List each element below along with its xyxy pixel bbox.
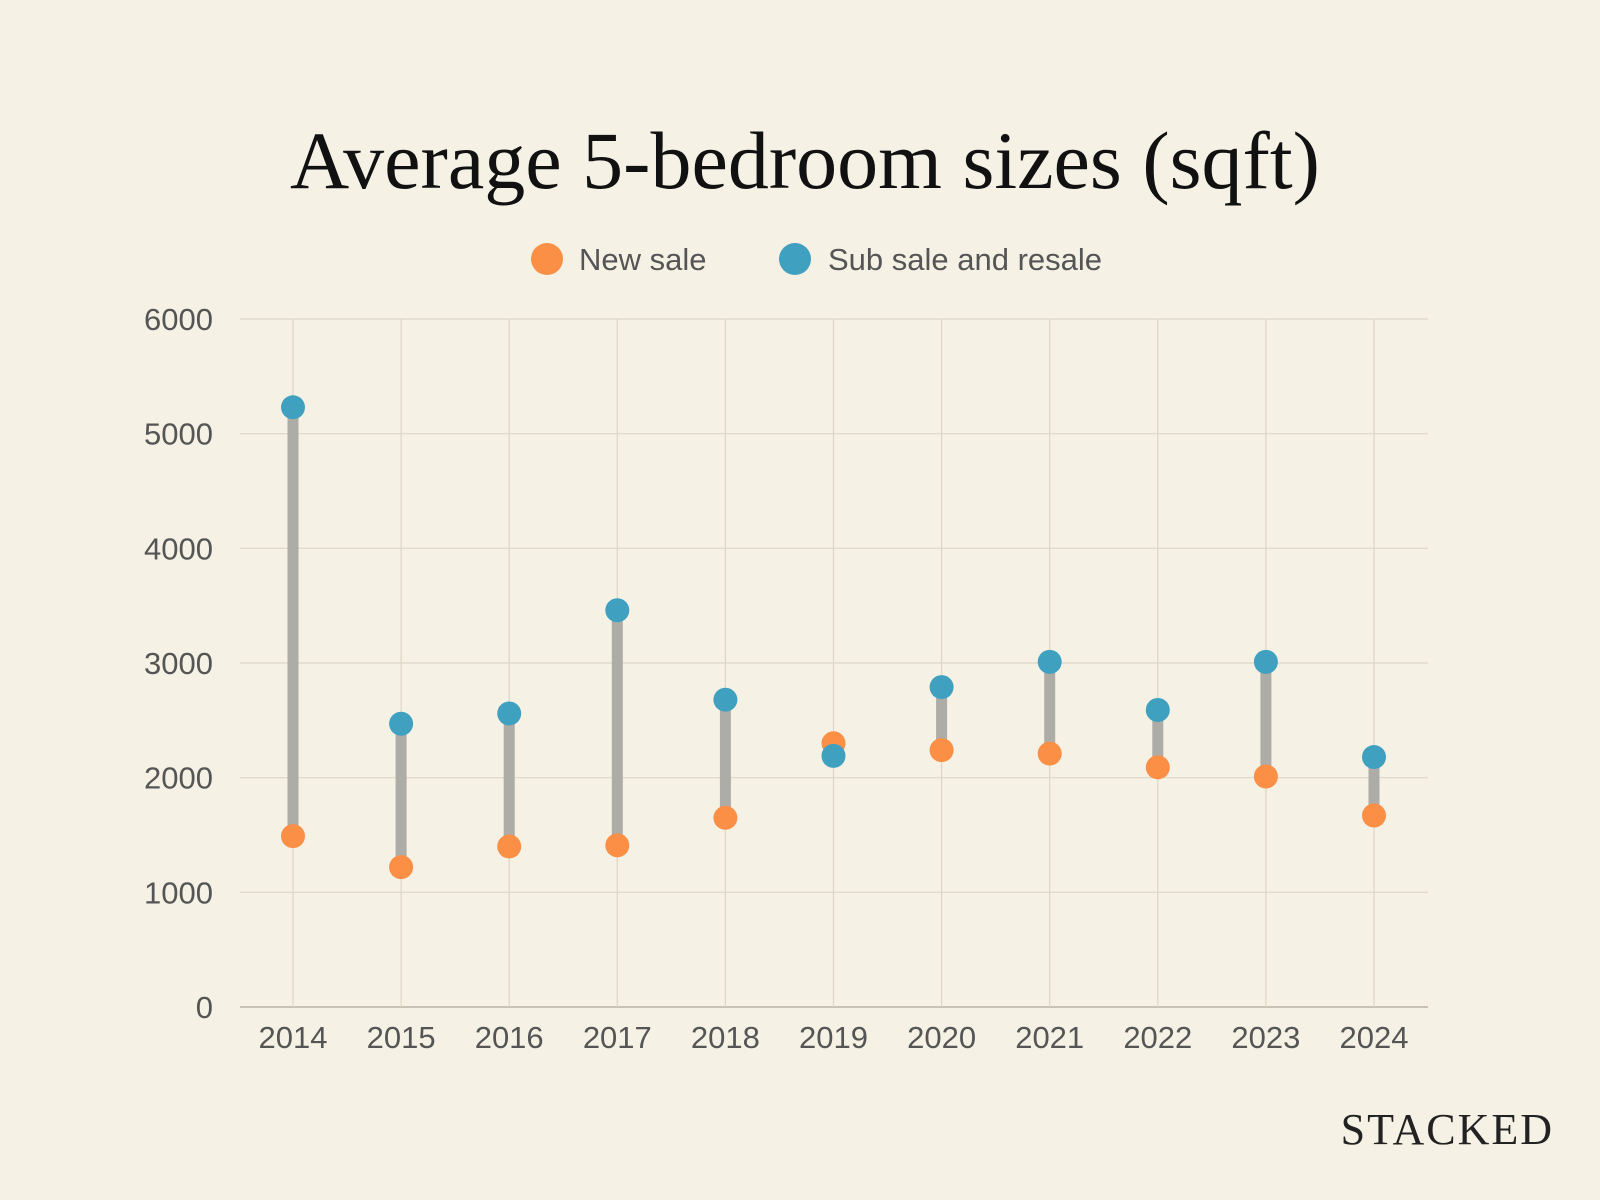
new-sale-point-2021: [1037, 741, 1062, 766]
sub-sale-and-resale-point-2018: [713, 687, 738, 712]
new-sale-point-2016: [497, 834, 522, 859]
new-sale-point-2015: [389, 855, 414, 880]
sub-sale-and-resale-point-2019: [821, 743, 846, 768]
new-sale-point-2018: [713, 805, 738, 830]
sub-sale-and-resale-point-2017: [605, 598, 630, 623]
new-sale-point-2022: [1145, 755, 1170, 780]
y-tick-label: 0: [196, 990, 213, 1025]
new-sale-point-2014: [281, 824, 305, 849]
sub-sale-and-resale-point-2023: [1253, 649, 1278, 674]
x-tick-label: 2024: [1340, 1020, 1409, 1055]
x-tick-label: 2022: [1123, 1020, 1192, 1055]
stacked-logo: STACKED: [1341, 1105, 1554, 1154]
y-tick-label: 6000: [144, 302, 213, 337]
sub-sale-and-resale-point-2016: [497, 701, 522, 726]
sub-sale-and-resale-point-2014: [281, 395, 305, 420]
new-sale-point-2024: [1362, 803, 1386, 828]
legend-swatch-sub-sale-and-resale: [779, 243, 811, 275]
x-tick-label: 2023: [1231, 1020, 1300, 1055]
sub-sale-and-resale-point-2024: [1362, 745, 1386, 770]
grid: [240, 318, 1428, 1008]
x-axis: 2014 2015 2016 2017 2018 2019 2020 2021 2022 2023…: [259, 1020, 1409, 1055]
sub-sale-and-resale-point-2020: [929, 675, 954, 700]
series-sub-sale-and-resale: [281, 395, 1386, 770]
y-tick-label: 5000: [144, 417, 213, 452]
y-tick-label: 1000: [144, 875, 213, 910]
x-tick-label: 2021: [1015, 1020, 1084, 1055]
x-tick-label: 2020: [907, 1020, 976, 1055]
legend-label-new-sale: New sale: [579, 242, 707, 277]
legend: New sale Sub sale and resale: [531, 242, 1102, 277]
x-tick-label: 2018: [691, 1020, 760, 1055]
x-tick-label: 2014: [259, 1020, 328, 1055]
y-tick-label: 4000: [144, 531, 213, 566]
x-tick-label: 2015: [367, 1020, 436, 1055]
x-tick-label: 2016: [475, 1020, 544, 1055]
new-sale-point-2020: [929, 738, 954, 763]
y-tick-label: 3000: [144, 646, 213, 681]
legend-swatch-new-sale: [531, 243, 563, 275]
x-tick-label: 2019: [799, 1020, 868, 1055]
x-tick-label: 2017: [583, 1020, 652, 1055]
sub-sale-and-resale-point-2022: [1145, 698, 1170, 723]
y-axis: 0 1000 2000 3000 4000 5000 6000: [144, 302, 213, 1025]
sub-sale-and-resale-point-2021: [1037, 649, 1062, 674]
sub-sale-and-resale-point-2015: [389, 711, 414, 736]
new-sale-point-2023: [1253, 764, 1278, 789]
legend-label-sub-sale-and-resale: Sub sale and resale: [828, 242, 1102, 277]
chart-title: Average 5-bedroom sizes (sqft): [290, 115, 1320, 206]
y-tick-label: 2000: [144, 761, 213, 796]
new-sale-point-2017: [605, 833, 630, 858]
